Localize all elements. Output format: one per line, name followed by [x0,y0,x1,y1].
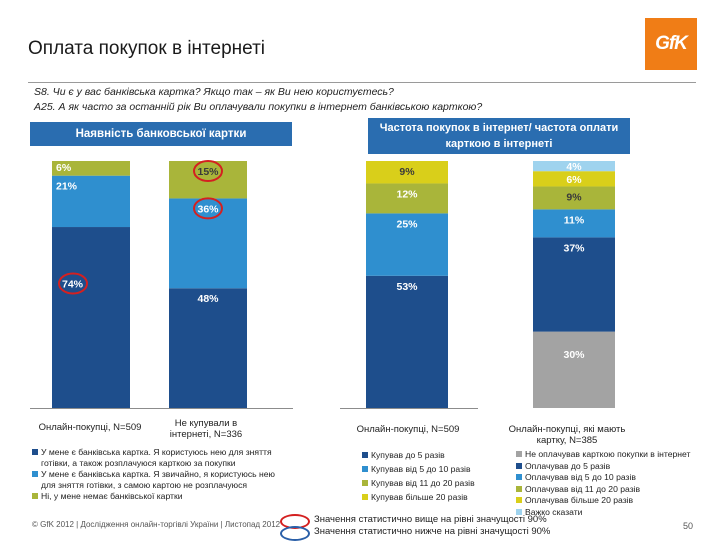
legend-item: Купував більше 20 разів [362,491,502,504]
legend-swatch [362,480,368,486]
data-label: 74% [62,279,84,291]
bar-segment [366,183,448,214]
legend-item: Купував від 5 до 10 разів [362,463,502,476]
legend-item: Купував до 5 разів [362,449,502,462]
legend-item: Купував від 11 до 20 разів [362,477,502,490]
legend-swatch [516,485,522,492]
legend-swatch [362,494,368,500]
legend-item: У мене є банківська картка. Я користуюсь… [32,447,282,468]
header-card-ownership: Наявність банковської картки [30,122,292,146]
bar-segment [533,331,615,408]
bar-segment [533,161,615,172]
bar-segment [533,237,615,332]
legend-swatch [516,508,522,515]
data-label: 12% [396,188,418,200]
note-lower: Значення статистично нижче на рівні знач… [314,526,551,537]
significance-circle-icon [193,197,223,220]
page-title: Оплата покупок в інтернеті [28,38,266,59]
question-a25: А25. А як часто за останній рік Ви оплач… [34,101,483,113]
data-label: 37% [563,242,585,254]
legend-card-payment-frequency: Не оплачував карткою покупки в інтернет … [516,449,716,518]
data-label: 48% [197,293,219,305]
legend-swatch [362,466,368,472]
data-label: 6% [566,174,582,186]
legend-item: Оплачував від 5 до 10 разів [516,472,716,483]
legend-swatch [32,493,38,499]
legend-swatch [516,462,522,469]
legend-item: Оплачував від 11 до 20 разів [516,484,716,495]
data-label: 30% [563,349,585,361]
category-label-online-buyers-2: Онлайн-покупці, N=509 [356,424,460,435]
data-label: 9% [566,191,582,203]
significance-circle-icon [193,160,223,182]
footer-copyright: © GfK 2012 | Дослідження онлайн-торгівлі… [32,520,281,529]
legend-swatch [516,497,522,503]
data-label: 15% [197,166,219,178]
legend-item: У мене є банківська картка. Я звичайно, … [32,469,282,490]
bar-segment [533,171,615,187]
data-label: 21% [56,181,78,193]
bar-segment [169,288,247,408]
category-label-non-buyers: Не купували в інтернеті, N=336 [169,418,243,440]
bar-segment [533,186,615,210]
lower-significance-marker-icon [280,526,310,541]
question-s8: S8. Чи є у вас банківська картка? Якщо т… [34,86,394,98]
bar-segment [52,227,130,408]
legend-item: Не оплачував карткою покупки в інтернет [516,449,716,460]
data-label: 36% [197,203,219,215]
legend-swatch [516,474,522,480]
legend-purchase-frequency: Купував до 5 разів Купував від 5 до 10 р… [362,449,502,505]
data-label: 11% [564,214,585,226]
category-label-online-buyers: Онлайн-покупці, N=509 [38,422,142,433]
bar-segment [366,161,448,184]
bar-segment [169,198,247,289]
data-label: 9% [399,166,415,178]
data-label: 4% [566,161,582,173]
data-label: 25% [396,218,418,230]
legend-swatch [32,449,38,455]
gfk-logo: GfK [645,18,697,70]
significance-circle-icon [58,272,88,295]
legend-card-ownership: У мене є банківська картка. Я користуюсь… [32,447,282,503]
legend-item: Ні, у мене немає банківської картки [32,491,282,502]
bar-segment [52,175,130,228]
bar-segment [52,161,130,176]
legend-swatch [516,451,522,457]
legend-swatch [32,471,38,477]
data-label: 6% [56,162,72,174]
header-purchase-frequency: Частота покупок в інтернет/ частота опла… [368,118,630,154]
legend-item: Оплачував до 5 разів [516,461,716,472]
legend-item: Важко сказати [516,507,716,518]
bar-segment [533,209,615,238]
page-number: 50 [683,521,694,531]
bar-segment [169,161,247,199]
legend-item: Оплачував більше 20 разів [516,495,716,506]
legend-swatch [362,452,368,458]
category-label-card-holders: Онлайн-покупці, які мають картку, N=385 [508,424,626,446]
bar-segment [366,213,448,276]
bar-segment [366,275,448,408]
title-divider [28,82,696,83]
data-label: 53% [396,281,418,293]
note-higher: Значення статистично вище на рівні значу… [314,514,547,525]
